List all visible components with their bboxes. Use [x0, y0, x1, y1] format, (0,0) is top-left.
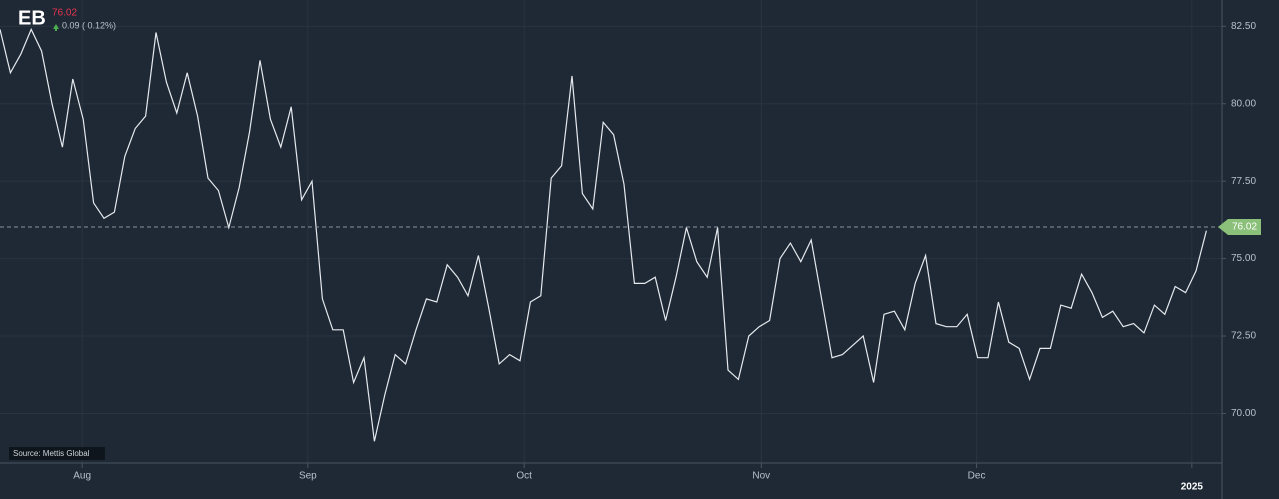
- last-price-tag: [1218, 219, 1261, 236]
- x-tick-label: Aug: [73, 471, 91, 482]
- y-tick-label: 75.00: [1231, 253, 1256, 264]
- x-tick-label: Oct: [516, 471, 532, 482]
- up-arrow: [53, 24, 59, 31]
- x-tick-label: Nov: [752, 471, 770, 482]
- y-tick-label: 82.50: [1231, 21, 1256, 32]
- y-tick-label: 77.50: [1231, 176, 1256, 187]
- labels: 70.00 72.50 75.00 77.50 80.00 82.50 Aug Sep Oct N…: [73, 21, 1261, 493]
- y-tick-label: 72.50: [1231, 331, 1256, 342]
- price-line: [0, 27, 1207, 442]
- last-price-label: 76.02: [1232, 222, 1257, 233]
- change: 0.09 ( 0.12%): [62, 20, 116, 30]
- plot: [0, 27, 1222, 442]
- symbol: EB: [18, 7, 46, 29]
- source: Source: Mettis Global: [13, 449, 90, 458]
- y-tick-label: 70.00: [1231, 408, 1256, 419]
- x-tick-label: Dec: [968, 471, 986, 482]
- y-tick-label: 80.00: [1231, 98, 1256, 109]
- grid: [0, 0, 1222, 463]
- x-tick-label: 2025: [1181, 482, 1204, 493]
- price: 76.02: [52, 8, 77, 19]
- source-box: [9, 447, 105, 460]
- x-tick-label: Sep: [299, 471, 317, 482]
